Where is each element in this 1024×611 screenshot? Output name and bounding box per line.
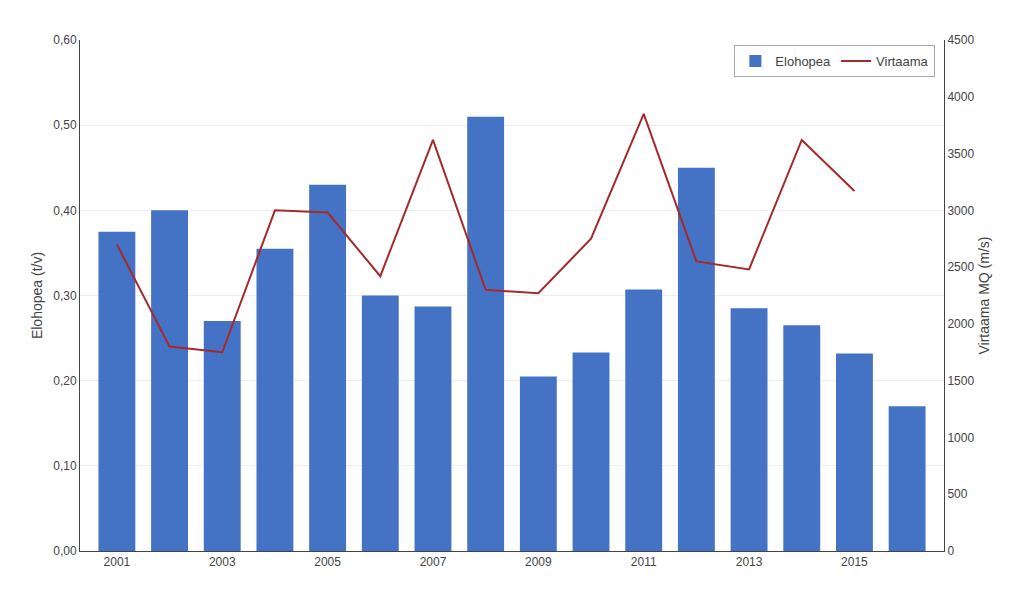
svg-text:4000: 4000 [947, 90, 974, 104]
svg-text:0,20: 0,20 [53, 374, 77, 388]
svg-text:0,30: 0,30 [53, 289, 77, 303]
svg-text:2011: 2011 [631, 555, 657, 569]
svg-text:0,50: 0,50 [53, 118, 77, 132]
svg-text:Elohopea: Elohopea [775, 54, 831, 69]
svg-text:Virtaama MQ (m/s): Virtaama MQ (m/s) [976, 237, 992, 355]
svg-text:3500: 3500 [947, 147, 974, 161]
svg-text:2005: 2005 [314, 555, 341, 569]
svg-text:0: 0 [947, 544, 954, 558]
svg-text:0,60: 0,60 [53, 33, 77, 47]
svg-text:2015: 2015 [841, 555, 868, 569]
svg-text:0,10: 0,10 [53, 459, 77, 473]
svg-text:1500: 1500 [947, 374, 974, 388]
svg-text:500: 500 [947, 487, 967, 501]
svg-text:1000: 1000 [947, 431, 974, 445]
svg-text:4500: 4500 [947, 33, 974, 47]
svg-text:2001: 2001 [104, 555, 131, 569]
svg-text:2007: 2007 [420, 555, 447, 569]
svg-text:2009: 2009 [525, 555, 552, 569]
svg-text:Virtaama: Virtaama [876, 54, 929, 69]
svg-text:0,40: 0,40 [53, 204, 77, 218]
svg-text:3000: 3000 [947, 204, 974, 218]
svg-text:2000: 2000 [947, 317, 974, 331]
svg-text:Elohopea (t/v): Elohopea (t/v) [29, 252, 45, 339]
svg-text:2003: 2003 [209, 555, 236, 569]
svg-text:0,00: 0,00 [53, 544, 77, 558]
svg-text:2013: 2013 [736, 555, 763, 569]
svg-text:2500: 2500 [947, 260, 974, 274]
